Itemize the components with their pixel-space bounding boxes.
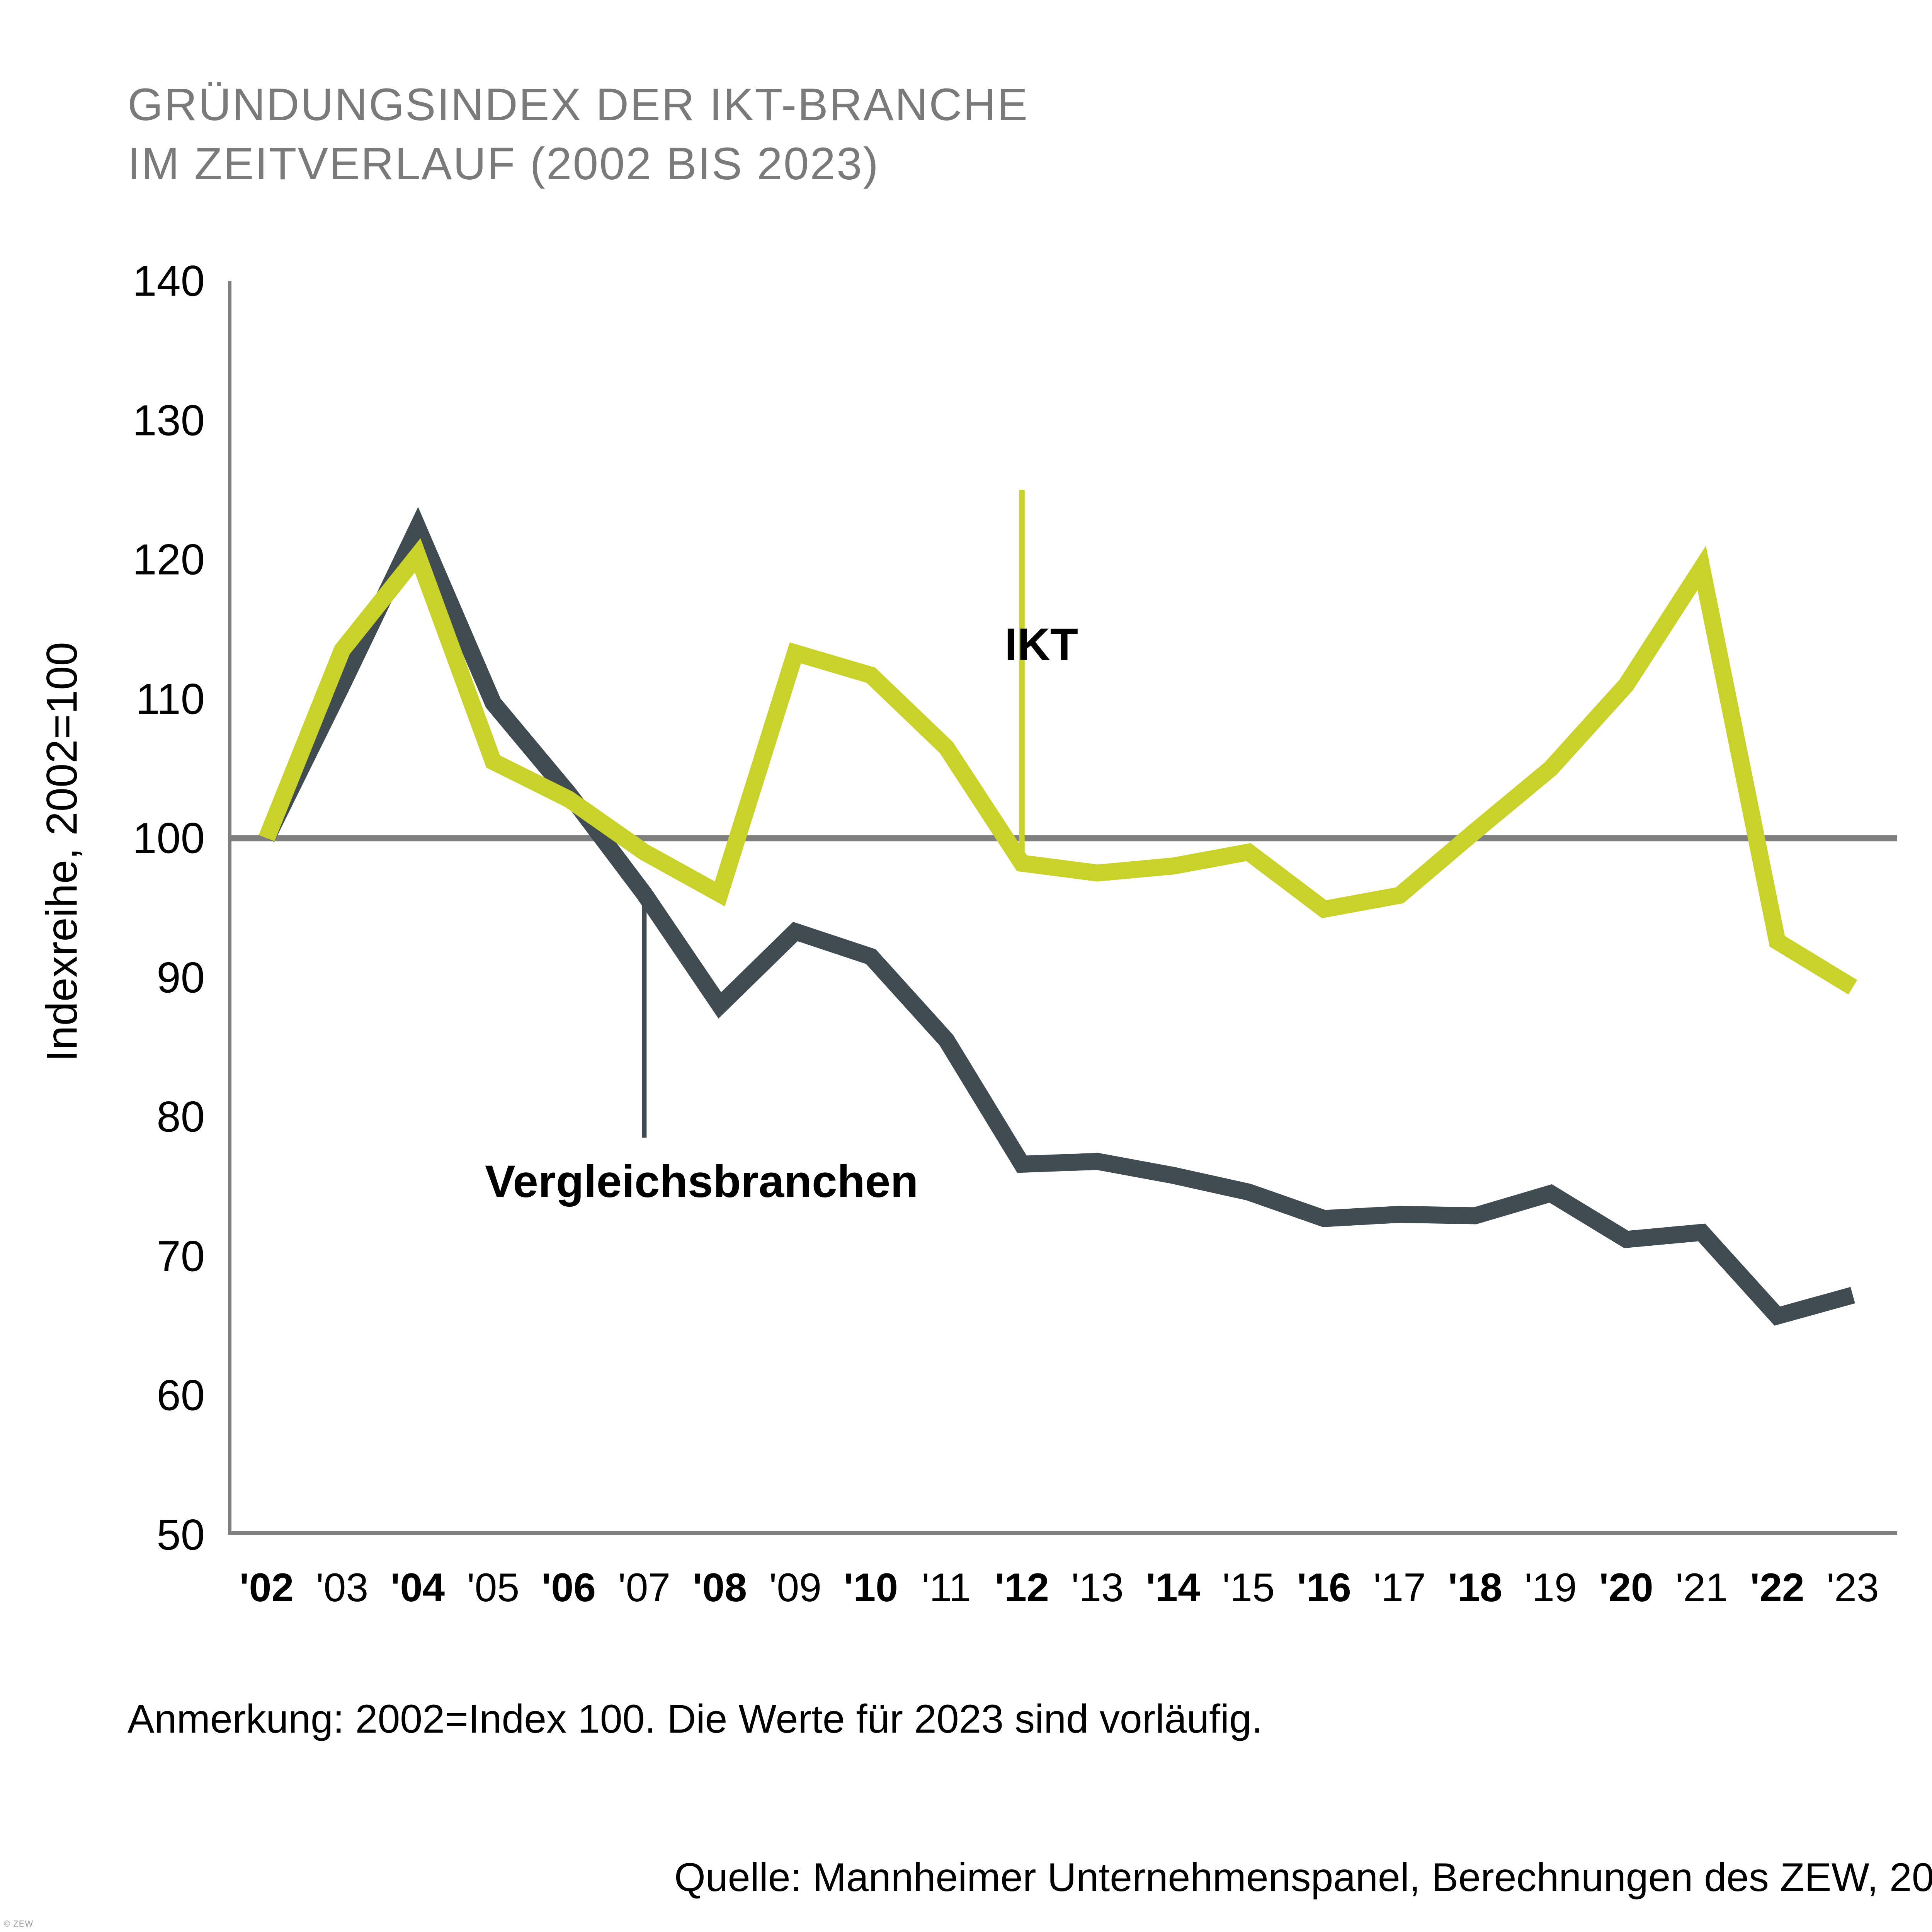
page-title-line-2: IM ZEITVERLAUF (2002 BIS 2023) [128,138,879,190]
x-axis-tick-label: '08 [692,1565,747,1610]
y-axis-tick-label: 70 [156,1232,205,1281]
x-axis-tick-label: '22 [1750,1565,1804,1610]
x-axis-tick-label: '16 [1297,1565,1351,1610]
y-axis-tick-label: 90 [156,953,205,1002]
x-axis-tick-label: '09 [769,1565,822,1610]
y-axis-tick-label: 50 [156,1510,205,1559]
x-axis-tick-label: '13 [1071,1565,1124,1610]
x-axis-tick-label: '02 [239,1565,294,1610]
x-axis-tick-label: '15 [1222,1565,1275,1610]
y-axis-tick-label: 130 [133,396,205,445]
chart-note: Anmerkung: 2002=Index 100. Die Werte für… [128,1697,1263,1742]
y-axis-tick-label: 120 [133,535,205,584]
x-axis-tick-label: '21 [1675,1565,1728,1610]
x-axis-tick-label: '23 [1827,1565,1879,1610]
y-axis-tick-label: 80 [156,1092,205,1141]
zew-watermark: © ZEW [4,1919,34,1929]
x-axis-tick-label: '11 [922,1565,971,1610]
y-axis-tick-labels: 50 60 70 80 90 100 110 120 130 140 [27,257,205,1559]
x-axis-tick-label: '06 [541,1565,596,1610]
chart-source: Quelle: Mannheimer Unternehmenspanel, Be… [674,1855,1932,1900]
x-axis-tick-label: '07 [618,1565,671,1610]
page-title: GRÜNDUNGSINDEX DER IKT-BRANCHE IM ZEITVE… [128,75,1519,194]
x-axis-tick-label: '12 [995,1565,1049,1610]
x-axis-tick-label: '10 [844,1565,898,1610]
series-label-vergleichsbranchen: Vergleichsbranchen [485,1156,918,1207]
y-axis-tick-label: 60 [156,1371,205,1420]
x-axis-tick-label: '03 [316,1565,369,1610]
plot-area [228,281,1897,1535]
series-line-ikt [259,538,1857,995]
x-axis-tick-label: '04 [390,1565,445,1610]
page-title-line-1: GRÜNDUNGSINDEX DER IKT-BRANCHE [128,79,1029,130]
y-axis-tick-label: 140 [133,257,205,305]
x-axis-tick-label: '14 [1146,1565,1200,1610]
x-axis-tick-labels: '02 '03 '04 '05 '06 '07 '08 '09 '10 '11 '12 '13 '14 '… [228,1565,1897,1623]
chart-svg [228,281,1897,1535]
x-axis-tick-label: '19 [1524,1565,1577,1610]
x-axis-tick-label: '18 [1448,1565,1502,1610]
x-axis-tick-label: '20 [1599,1565,1653,1610]
series-line-vergleichsbranchen [259,507,1855,1326]
x-axis-tick-label: '05 [467,1565,520,1610]
series-label-ikt: IKT [1005,619,1078,670]
y-axis-tick-label: 110 [136,675,205,723]
x-axis-tick-label: '17 [1373,1565,1426,1610]
y-axis-tick-label: 100 [133,814,205,862]
